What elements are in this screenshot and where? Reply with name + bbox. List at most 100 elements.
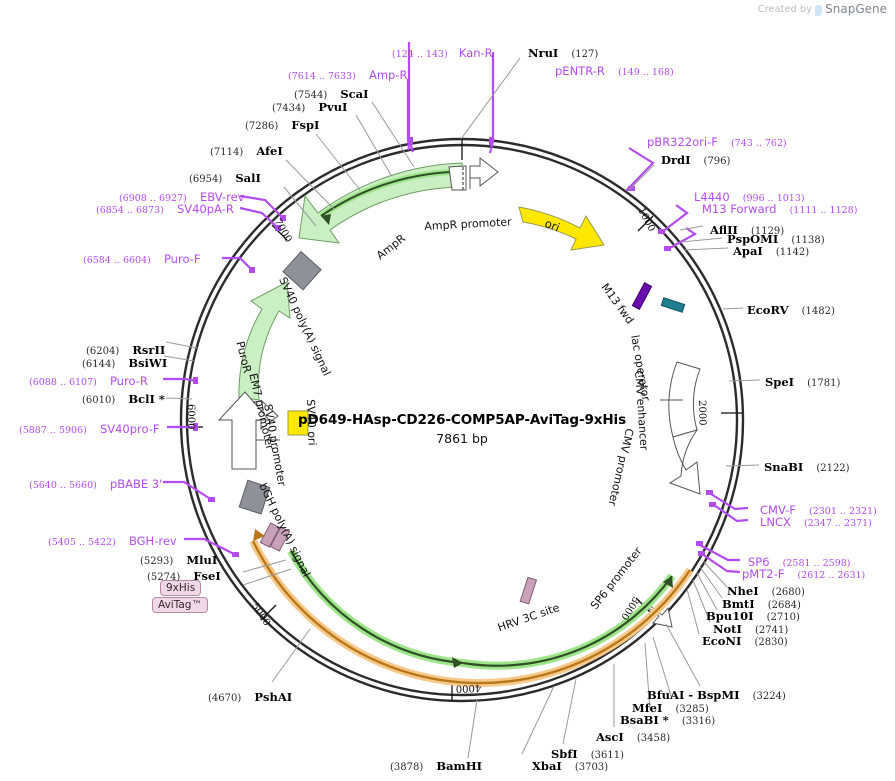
- enzyme-pos-apai: (1142): [775, 247, 810, 258]
- snapgene-logo-icon: [815, 4, 823, 16]
- enzyme-label-bcli: (6010) BclI *: [82, 390, 165, 406]
- enzyme-name-fsei: FseI: [193, 569, 221, 583]
- feature-bgh-polya-signal: [238, 479, 271, 515]
- enzyme-pos-fspi: (7286): [245, 121, 279, 132]
- enzyme-pos-bmti: (2684): [767, 600, 801, 611]
- feature-ampr-promoter: [448, 156, 499, 191]
- enzyme-name-nrui: NruI: [528, 46, 559, 60]
- credit-prefix: Created by: [757, 3, 813, 15]
- tag-badge-avitag: AviTag™: [152, 597, 208, 613]
- enzyme-pos-fsei: (5274): [147, 572, 181, 583]
- primer-name-sp6: SP6: [748, 555, 770, 569]
- enzyme-label-scai: (7544) ScaI: [294, 85, 369, 101]
- feature-ori: [518, 206, 605, 251]
- primer-label-kan-r: (124 .. 143) Kan-R: [392, 44, 493, 60]
- primer-name-sv40pa-r: SV40pA-R: [176, 202, 234, 216]
- ruler-label-6000: 6000: [185, 404, 196, 430]
- enzyme-pos-econi: (2830): [754, 637, 788, 648]
- primer-range-sv40pro-f: (5887 .. 5906): [19, 425, 87, 436]
- feature-lac-operator: [660, 297, 686, 313]
- enzyme-name-afei: AfeI: [256, 144, 283, 158]
- enzyme-pos-mfei: (3285): [675, 704, 709, 715]
- primer-label-pentr-r: pENTR-R (149 .. 168): [555, 62, 674, 78]
- primer-range-lncx: (2347 .. 2371): [804, 518, 872, 529]
- ruler-label-2000: 2000: [696, 400, 708, 426]
- enzyme-label-sali: (6954) SalI: [189, 169, 261, 185]
- enzyme-pos-noti: (2741): [754, 625, 789, 636]
- enzyme-name-spei: SpeI: [765, 375, 795, 389]
- feature-hrv-3c-site: [519, 576, 538, 605]
- enzyme-label-econi: EcoNI (2830): [702, 632, 788, 648]
- primer-label-ebv-rev: (6908 .. 6927) EBV-rev: [119, 188, 244, 204]
- feature-cmv-promoter: [668, 429, 701, 495]
- enzyme-name-sbfi: SbfI: [551, 747, 578, 761]
- feature-label-sv40-ori: SV40 ori: [304, 399, 319, 446]
- enzyme-label-afei: (7114) AfeI: [210, 142, 283, 158]
- primer-range-pbr322ori-f: (743 .. 762): [730, 138, 787, 149]
- primer-range-l4440: (996 .. 1013): [742, 193, 805, 204]
- enzyme-pos-bfuai-bspmi: (3224): [752, 691, 786, 702]
- primer-range-puro-f: (6584 .. 6604): [83, 255, 151, 266]
- enzyme-label-nrui: NruI (127): [528, 44, 598, 60]
- tag-badge-9xhis: 9xHis: [160, 580, 202, 596]
- enzyme-label-bsabi: BsaBI * (3316): [620, 711, 715, 727]
- primer-label-bgh-rev: (5405 .. 5422) BGH-rev: [48, 532, 177, 548]
- enzyme-pos-sbfi: (3611): [590, 750, 625, 761]
- enzyme-name-noti: NotI: [713, 622, 742, 636]
- primer-name-sv40pro-f: SV40pro-F: [99, 422, 160, 436]
- enzyme-label-nhei: NheI (2680): [727, 582, 805, 598]
- primer-name-pbr322ori-f: pBR322ori-F: [647, 135, 718, 149]
- enzyme-name-bmti: BmtI: [722, 597, 755, 611]
- enzyme-label-drdi: DrdI (796): [661, 151, 730, 167]
- enzyme-pos-bsabi: (3316): [681, 716, 716, 727]
- enzyme-label-snabi: SnaBI (2122): [764, 458, 850, 474]
- enzyme-label-spei: SpeI (1781): [765, 373, 840, 389]
- primer-range-ebv-rev: (6908 .. 6927): [119, 193, 187, 204]
- primer-range-pbabe-3prime: (5640 .. 5660): [29, 480, 97, 491]
- enzyme-name-asci: AscI: [596, 730, 624, 744]
- enzyme-name-scai: ScaI: [340, 87, 369, 101]
- primer-label-sp6: SP6 (2581 .. 2598): [748, 553, 851, 569]
- primer-endpoints: [193, 137, 716, 557]
- enzyme-name-pshai: PshAI: [254, 690, 293, 704]
- enzyme-label-mlui: (5293) MluI: [140, 551, 217, 567]
- plasmid-name: pD649-HAsp-CD226-COMP5AP-AviTag-9xHis: [297, 412, 627, 428]
- primer-range-pmt2-f: (2612 .. 2631): [797, 570, 866, 581]
- primer-label-cmv-f: CMV-F (2301 .. 2321): [760, 501, 877, 517]
- primer-name-cmv-f: CMV-F: [760, 503, 796, 517]
- primer-name-pentr-r: pENTR-R: [555, 64, 605, 78]
- enzyme-name-aflii: AflII: [710, 223, 738, 237]
- feature-insert-green-arc-right: [462, 573, 676, 670]
- primer-name-lncx: LNCX: [760, 515, 791, 529]
- feature-cmv-enhancer: [660, 361, 701, 438]
- enzyme-pos-bcli: (6010): [82, 395, 116, 406]
- enzyme-label-noti: NotI (2741): [713, 620, 788, 636]
- enzyme-pos-spei: (1781): [807, 378, 841, 389]
- primer-name-m13-forward: M13 Forward: [702, 202, 777, 216]
- primer-label-sv40pa-r: (6854 .. 6873) SV40pA-R: [96, 200, 234, 216]
- primer-range-bgh-rev: (5405 .. 5422): [48, 537, 116, 548]
- feature-avitag-9xhis-marks: [259, 522, 291, 552]
- primer-label-amp-r: (7614 .. 7633) Amp-R: [288, 66, 407, 82]
- primer-label-puro-r: (6088 .. 6107) Puro-R: [29, 372, 148, 388]
- feature-m13-fwd: [631, 281, 653, 311]
- enzyme-pos-pvui: (7434): [272, 103, 306, 114]
- enzyme-name-snabi: SnaBI: [764, 460, 804, 474]
- enzyme-label-ecorv: EcoRV (1482): [747, 301, 835, 317]
- primer-label-l4440: L4440 (996 .. 1013): [694, 188, 805, 204]
- enzyme-name-drdi: DrdI: [661, 153, 691, 167]
- enzyme-name-apai: ApaI: [733, 244, 763, 258]
- credit-brand: SnapGene: [825, 2, 887, 16]
- plasmid-title-block: pD649-HAsp-CD226-COMP5AP-AviTag-9xHis 78…: [298, 412, 626, 446]
- primer-label-m13-forward: M13 Forward (1111 .. 1128): [702, 200, 857, 216]
- enzyme-pos-sali: (6954): [189, 174, 223, 185]
- enzyme-name-xbai: XbaI: [532, 759, 562, 773]
- enzyme-name-ecorv: EcoRV: [747, 303, 789, 317]
- enzyme-pos-pspomi: (1138): [791, 235, 825, 246]
- primer-name-l4440: L4440: [694, 190, 730, 204]
- enzyme-label-pvui: (7434) PvuI: [272, 98, 347, 114]
- primer-name-amp-r: Amp-R: [368, 68, 408, 82]
- enzyme-label-mfei: MfeI (3285): [632, 699, 709, 715]
- feature-sv40-ori: [287, 410, 309, 436]
- primer-name-bgh-rev: BGH-rev: [128, 534, 177, 548]
